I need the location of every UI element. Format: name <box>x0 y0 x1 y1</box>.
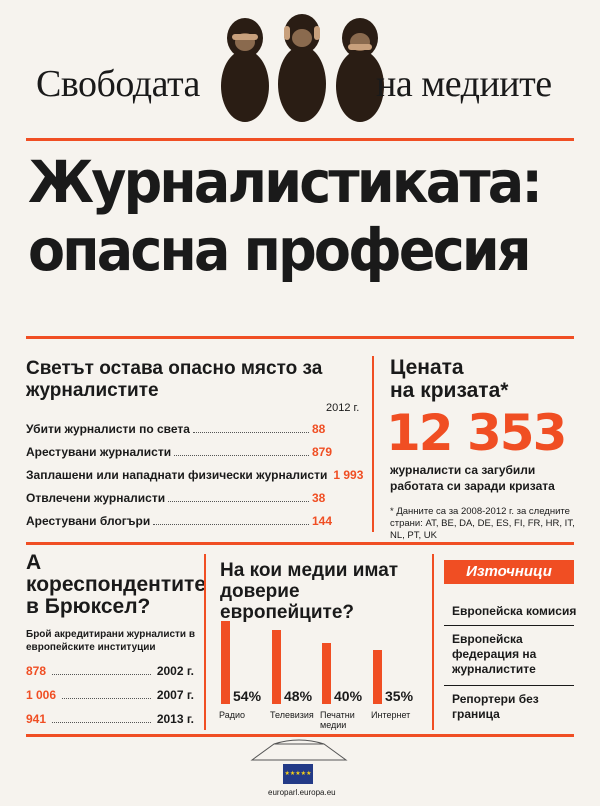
headline: Журналистиката: опасна професия <box>28 148 549 284</box>
dot-leader <box>153 524 309 525</box>
brussels-title: А кореспондентите в Брюксел? <box>26 551 207 618</box>
column-divider <box>372 356 374 532</box>
stat-label: Убити журналисти по света <box>26 422 190 436</box>
crisis-number: 12 353 <box>386 404 567 462</box>
source-item: Европейска федерация на журналистите <box>452 632 537 676</box>
mid-rule <box>26 336 574 339</box>
dot-leader <box>52 722 151 723</box>
chart-value-label: 48% <box>284 688 313 704</box>
dangers-title: Светът остава опасно място за журналисти… <box>26 358 323 401</box>
footer-url[interactable]: europarl.europa.eu <box>268 788 336 797</box>
accreditation-count: 941 <box>26 712 47 726</box>
stat-value: 879 <box>312 445 333 459</box>
sources-heading: Източници <box>444 560 574 584</box>
crisis-title: Цената на кризата* <box>390 356 508 402</box>
dot-leader <box>168 501 309 502</box>
chart-category-label: Телевизия <box>270 710 314 720</box>
eu-stars-icon: ★★★★★ <box>284 771 312 777</box>
parliament-building-icon <box>250 739 348 761</box>
stat-label: Арестувани блогъри <box>26 514 151 528</box>
accreditation-row: 1 006 2007 г. <box>26 686 194 702</box>
chart-category-label: Печатни медии <box>320 710 355 730</box>
accreditation-count: 1 006 <box>26 688 57 702</box>
stat-value: 1 993 <box>333 468 364 482</box>
headline-line1: Журналистиката: <box>28 148 543 216</box>
dot-leader <box>62 698 151 699</box>
crisis-title-line1: Цената <box>390 356 464 379</box>
accreditation-row: 878 2002 г. <box>26 662 194 678</box>
bottom-rule <box>26 734 574 737</box>
trust-title: На кои медии имат доверие европейците? <box>220 560 399 623</box>
dangers-year: 2012 г. <box>326 402 360 414</box>
stat-label: Арестувани журналисти <box>26 445 172 459</box>
column-divider <box>432 554 434 730</box>
lower-rule <box>26 542 574 545</box>
top-rule <box>26 138 574 141</box>
three-wise-monkeys-icon <box>221 14 384 122</box>
column-divider <box>204 554 206 730</box>
stat-value: 88 <box>312 422 326 436</box>
stat-row: Убити журналисти по света 88 <box>26 420 356 436</box>
stat-label: Заплашени или нападнати физически журнал… <box>26 468 328 482</box>
chart-category-label: Интернет <box>371 710 411 720</box>
stat-value: 38 <box>312 491 326 505</box>
chart-bar <box>322 642 331 704</box>
crisis-description: журналисти са загубили работата си зарад… <box>390 463 555 493</box>
stat-row: Арестувани блогъри 144 <box>26 512 356 528</box>
chart-bar <box>221 621 230 704</box>
crisis-footnote: * Данните са за 2008-2012 г. за следните… <box>390 506 575 541</box>
accreditation-year: 2002 г. <box>156 664 194 678</box>
dot-leader <box>192 432 309 433</box>
chart-bar <box>373 650 382 704</box>
stat-value: 144 <box>312 514 333 528</box>
stat-label: Отвлечени журналисти <box>26 491 166 505</box>
dot-leader <box>174 455 309 456</box>
accreditation-year: 2007 г. <box>156 688 194 702</box>
stat-row: Заплашени или нападнати физически журнал… <box>26 466 363 482</box>
headline-line2: опасна професия <box>28 216 532 284</box>
crisis-title-line2: на кризата* <box>390 379 509 402</box>
chart-bar <box>272 630 281 704</box>
stat-row: Отвлечени журналисти 38 <box>26 489 356 505</box>
eu-flag-icon <box>283 764 313 784</box>
source-divider <box>444 625 574 626</box>
brussels-subtitle: Брой акредитирани журналисти в европейск… <box>26 629 196 653</box>
accreditation-row: 941 2013 г. <box>26 710 194 726</box>
source-item: Европейска комисия <box>452 604 577 618</box>
chart-value-label: 54% <box>233 688 262 704</box>
chart-value-label: 35% <box>385 688 414 704</box>
chart-value-label: 40% <box>334 688 363 704</box>
accreditation-year: 2013 г. <box>156 712 194 726</box>
source-item: Репортери без граница <box>452 692 539 721</box>
source-divider <box>444 685 574 686</box>
masthead-right: на медиите <box>376 63 552 105</box>
accreditation-count: 878 <box>26 664 47 678</box>
dot-leader <box>52 674 151 675</box>
masthead-left: Свободата <box>36 63 200 105</box>
chart-category-label: Радио <box>219 710 245 720</box>
stat-row: Арестувани журналисти 879 <box>26 443 356 459</box>
